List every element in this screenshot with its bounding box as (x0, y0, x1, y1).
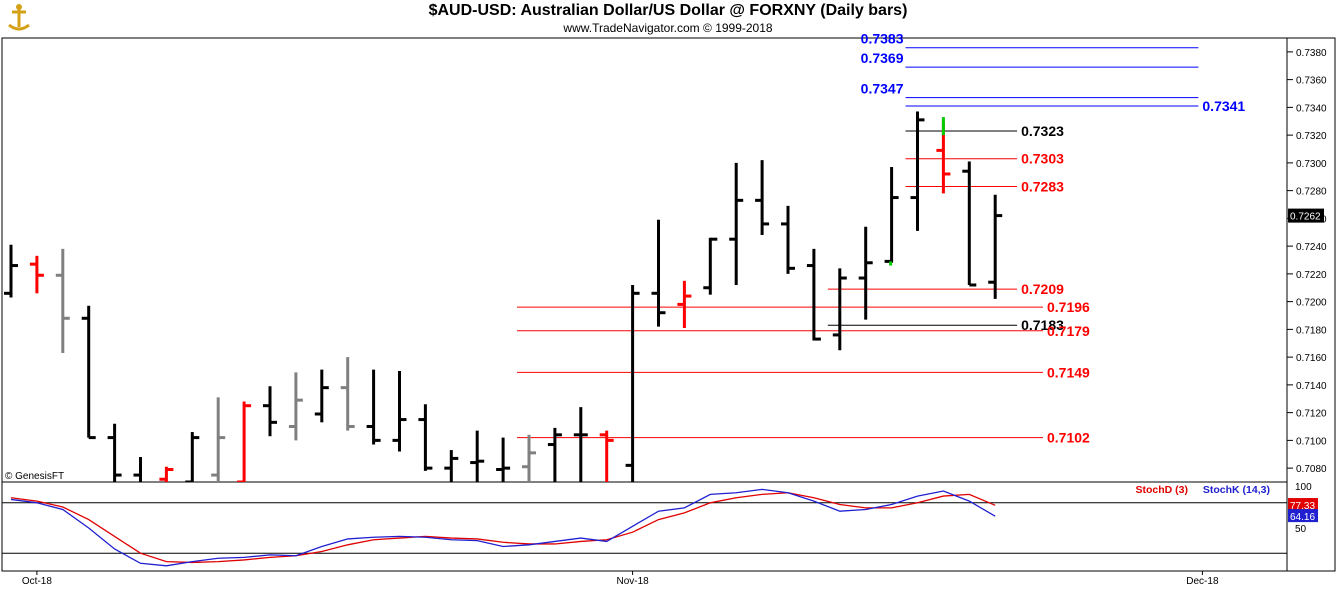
price-tick-label: 0.7200 (1296, 298, 1327, 309)
watermark: © GenesisFT (5, 471, 64, 482)
price-tick-label: 0.7140 (1296, 381, 1327, 392)
stoch-d-line (10, 492, 996, 564)
stoch-d-legend: StochD (3) (1136, 484, 1189, 496)
price-pane (4, 47, 1199, 482)
price-tick-label: 0.7360 (1296, 76, 1327, 87)
level-label: 0.7196 (1047, 299, 1090, 315)
level-label: 0.7303 (1021, 151, 1064, 167)
level-label: 0.7209 (1021, 281, 1064, 297)
price-tick-label: 0.7380 (1296, 48, 1327, 59)
stoch-d-value-tag (1288, 498, 1318, 512)
last-price-label: 0.7262 (1290, 212, 1321, 223)
stoch-d-value: 77.33 (1290, 501, 1315, 512)
level-label: 0.7323 (1021, 123, 1064, 139)
level-label: 0.7341 (1202, 98, 1245, 114)
price-tick-label: 0.7240 (1296, 242, 1327, 253)
stoch-k-line (10, 488, 996, 567)
price-axis-frame (1286, 37, 1336, 572)
level-label: 0.7369 (861, 50, 904, 66)
price-tick-label: 0.7340 (1296, 103, 1327, 114)
price-tick-label: 0.7080 (1296, 464, 1327, 475)
level-label: 0.7383 (861, 31, 904, 47)
trade-navigator-logo-icon (8, 4, 30, 31)
chart-title: $AUD-USD: Australian Dollar/US Dollar @ … (428, 2, 908, 19)
price-tick-label: 0.7280 (1296, 187, 1327, 198)
level-label: 0.7149 (1047, 364, 1090, 380)
level-label: 0.7347 (861, 81, 904, 97)
date-label: Oct-18 (22, 576, 52, 587)
stoch-k-value: 64.16 (1290, 512, 1315, 523)
level-label: 0.7102 (1047, 430, 1090, 446)
price-tick-label: 0.7100 (1296, 436, 1327, 447)
stoch-k-value-tag (1288, 509, 1318, 523)
date-label: Dec-18 (1186, 576, 1219, 587)
price-tick-label: 0.7220 (1296, 270, 1327, 281)
date-label: Nov-18 (616, 576, 649, 587)
level-label: 0.7283 (1021, 178, 1064, 194)
price-tick-label: 0.7180 (1296, 325, 1327, 336)
level-label: 0.7179 (1047, 323, 1090, 339)
stoch-tick-label: 100 (1295, 482, 1312, 493)
plot-frame (1, 37, 1288, 572)
last-price-tag (1288, 208, 1324, 223)
chart-subtitle: www.TradeNavigator.com © 1999-2018 (563, 21, 773, 35)
price-tick-label: 0.7160 (1296, 353, 1327, 364)
stoch-tick-label: 50 (1295, 524, 1307, 535)
price-tick-label: 0.7120 (1296, 409, 1327, 420)
price-tick-label: 0.7320 (1296, 131, 1327, 142)
stoch-k-legend: StochK (14,3) (1203, 484, 1270, 496)
level-label: 0.7183 (1021, 317, 1064, 333)
price-tick-label: 0.7300 (1296, 159, 1327, 170)
